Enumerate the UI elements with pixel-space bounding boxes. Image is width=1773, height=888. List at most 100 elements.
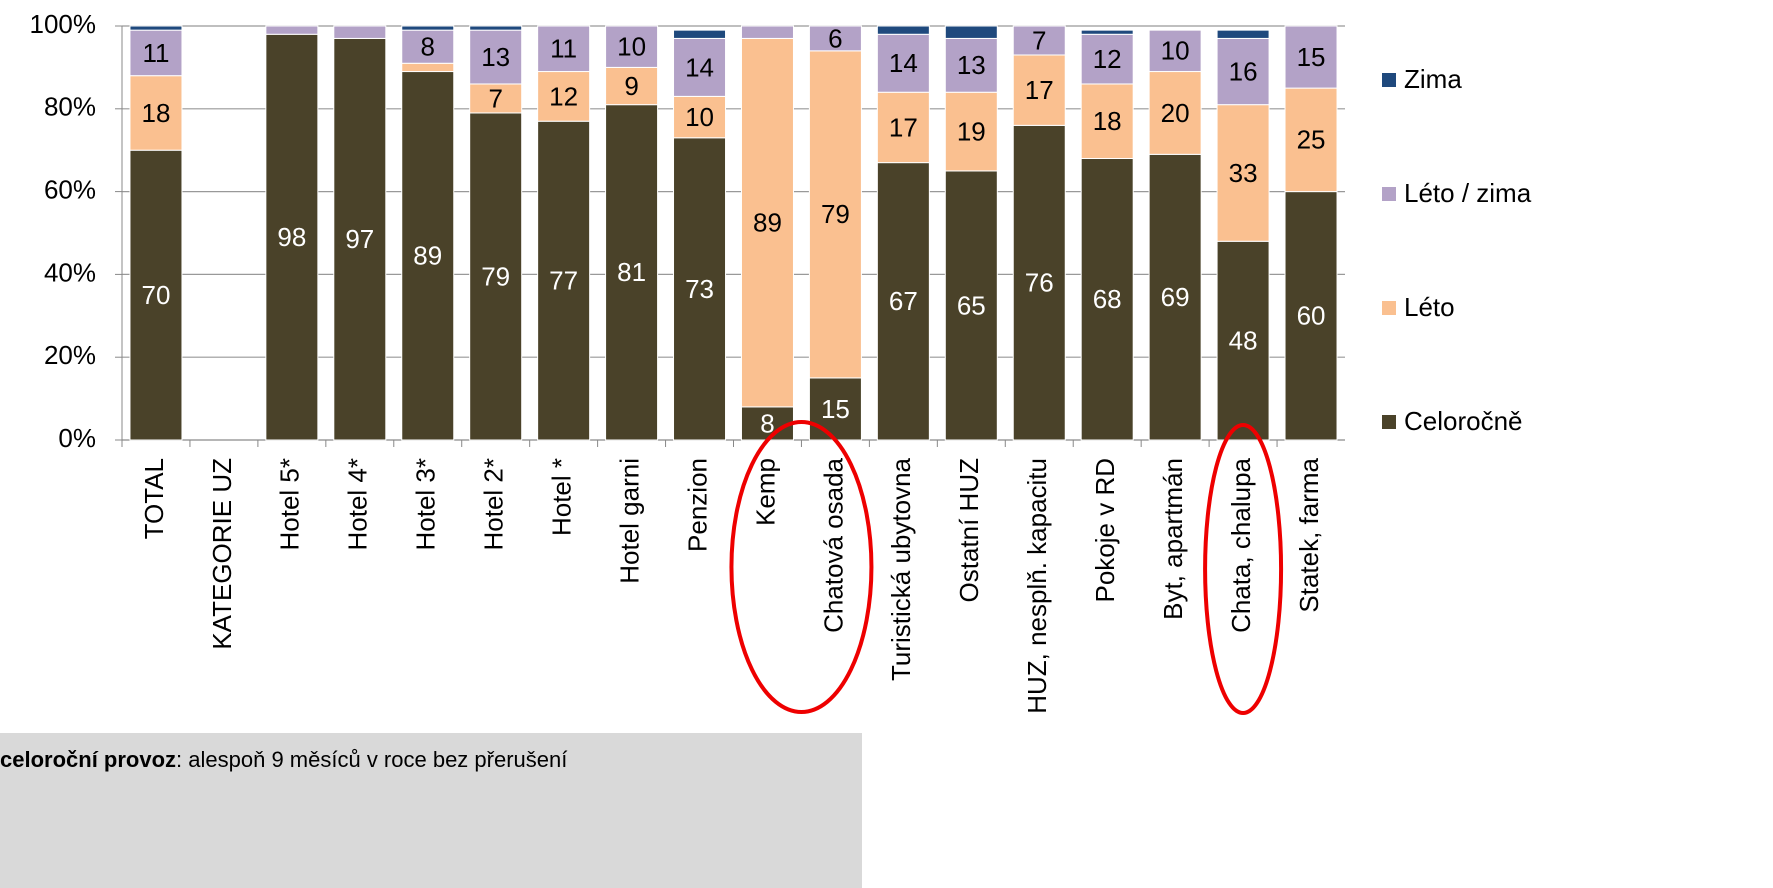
legend-label: Léto / zima	[1404, 178, 1532, 208]
data-label: 67	[889, 286, 918, 316]
data-label: 14	[685, 52, 714, 82]
bar-segment	[265, 33, 319, 441]
legend-swatch	[1382, 415, 1396, 429]
y-tick-label: 0%	[58, 423, 96, 453]
bar-segment	[1216, 240, 1270, 441]
bar-segment	[537, 120, 591, 441]
bar-segment	[673, 95, 727, 139]
bar-segment	[673, 29, 727, 39]
data-label: 97	[345, 224, 374, 254]
data-label: 17	[889, 112, 918, 142]
x-tick-label: TOTAL	[139, 458, 169, 539]
data-label: 10	[617, 32, 646, 62]
data-label: 7	[488, 83, 502, 113]
data-label: 12	[1093, 44, 1122, 74]
data-label: 48	[1229, 326, 1258, 356]
legend-label: Léto	[1404, 292, 1455, 322]
annotation-text: : alespoň 9 měsíců v roce bez přerušení	[176, 747, 568, 772]
x-tick-label: KATEGORIE UZ	[207, 458, 237, 650]
bar-segment	[129, 75, 183, 151]
legend-swatch	[1382, 187, 1396, 201]
bar-segment	[876, 91, 930, 164]
bar-segment	[1216, 37, 1270, 106]
data-label: 9	[624, 71, 638, 101]
bar-segment	[876, 162, 930, 441]
data-label: 76	[1025, 268, 1054, 298]
x-tick-label: Hotel *	[547, 458, 577, 536]
legend-label: Zima	[1404, 64, 1462, 94]
bar-segment	[1216, 29, 1270, 39]
y-tick-label: 100%	[30, 9, 97, 39]
data-label: 69	[1161, 282, 1190, 312]
bar-segment	[740, 37, 794, 408]
bar-segment	[1080, 29, 1134, 35]
data-label: 8	[760, 408, 774, 438]
x-tick-label: Pokoje v RD	[1090, 458, 1120, 603]
highlight	[729, 420, 874, 714]
data-label: 16	[1229, 56, 1258, 86]
legend-swatch	[1382, 301, 1396, 315]
bar-segment	[944, 170, 998, 441]
bar-segment	[1080, 83, 1134, 159]
y-tick-label: 40%	[44, 257, 96, 287]
x-tick-label: Statek, farma	[1294, 457, 1324, 612]
data-label: 25	[1297, 125, 1326, 155]
x-tick-label: Hotel 3*	[411, 458, 441, 551]
data-label: 11	[142, 38, 169, 68]
data-label: 19	[957, 116, 986, 146]
annotation-bold: celoroční provoz	[0, 747, 177, 772]
data-label: 14	[889, 48, 918, 78]
bar-segment	[1216, 104, 1270, 242]
x-tick-label: Hotel garni	[614, 458, 644, 584]
data-label: 10	[1161, 36, 1190, 66]
x-tick-label: Hotel 2*	[479, 458, 509, 551]
data-label: 10	[685, 102, 714, 132]
legend-swatch	[1382, 73, 1396, 87]
x-tick-label: Ostatní HUZ	[954, 458, 984, 603]
data-label: 77	[549, 265, 578, 295]
data-label: 33	[1229, 158, 1258, 188]
x-tick-label: Byt, apartmán	[1158, 458, 1188, 620]
bar-segment	[401, 62, 455, 73]
data-label: 15	[1297, 42, 1326, 72]
bar-segment	[401, 29, 455, 64]
x-tick-label: Hotel 5*	[275, 458, 305, 551]
data-label: 13	[481, 42, 510, 72]
x-tick-label: Hotel 4*	[343, 458, 373, 551]
bar-segment	[129, 29, 183, 77]
x-tick-label: Chatová osada	[818, 457, 848, 632]
bar-segment	[876, 33, 930, 93]
y-tick-label: 80%	[44, 92, 96, 122]
data-label: 7	[1032, 25, 1046, 55]
bar-segment	[808, 50, 862, 379]
x-tick-label: Kemp	[750, 458, 780, 526]
bar-segment	[537, 25, 591, 73]
highlight	[1203, 423, 1284, 715]
data-label: 68	[1093, 284, 1122, 314]
bar-segment	[469, 25, 523, 31]
bar-segment	[808, 377, 862, 441]
bar-segment	[1284, 191, 1338, 441]
bar-segment	[1012, 124, 1066, 441]
bar-segment	[876, 25, 930, 35]
bar-segment	[1148, 153, 1202, 441]
data-label: 70	[142, 280, 171, 310]
data-label: 98	[277, 222, 306, 252]
data-label: 12	[549, 81, 578, 111]
x-tick-label: HUZ, nesplň. kapacitu	[1022, 458, 1052, 714]
x-tick-label: Penzion	[682, 458, 712, 552]
data-label: 20	[1161, 98, 1190, 128]
bar-segment	[673, 37, 727, 97]
bar-segment	[673, 137, 727, 441]
x-tick-label: Chata, chalupa	[1226, 457, 1256, 632]
bar-segment	[333, 25, 387, 39]
data-label: 89	[413, 241, 442, 271]
bar-segment	[333, 37, 387, 441]
data-label: 8	[421, 32, 435, 62]
bar-segment	[605, 104, 659, 441]
bar-segment	[808, 25, 862, 52]
annotation: celoroční provoz: alespoň 9 měsíců v roc…	[0, 733, 862, 888]
data-label: 89	[753, 208, 782, 238]
bar-segment	[129, 149, 183, 441]
